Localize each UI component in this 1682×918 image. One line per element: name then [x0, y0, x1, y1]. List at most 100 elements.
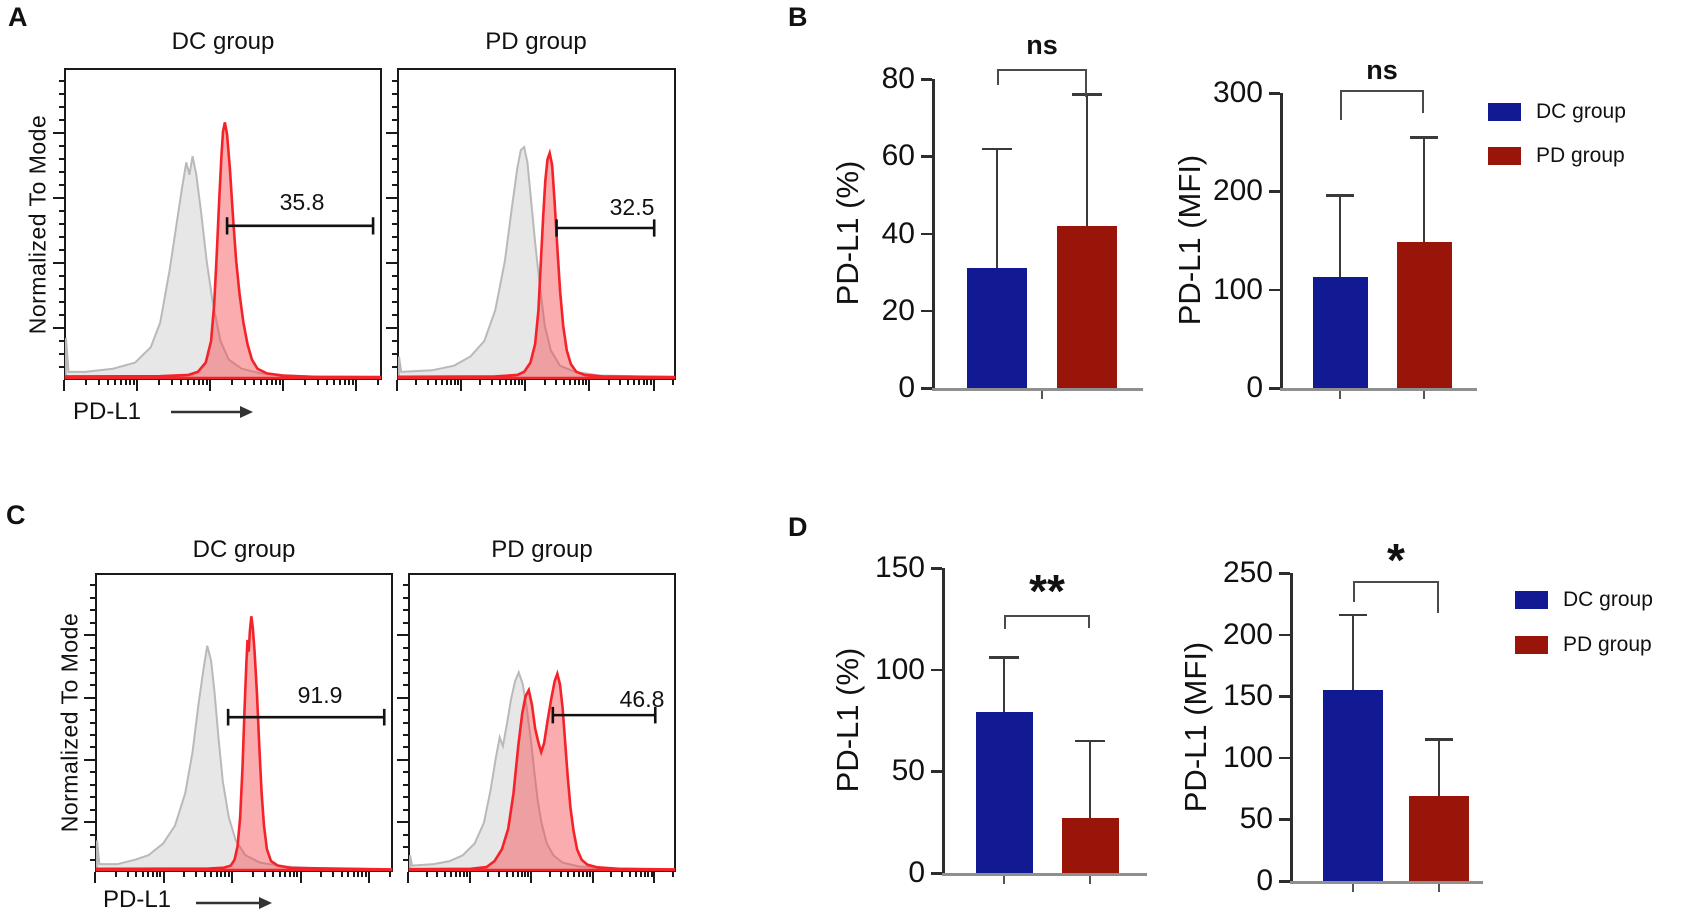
y-axis-tick-c-dc — [90, 721, 95, 724]
bar-chart-pdl1-percent-sig: 0 50 100 150 ** PD-L1 (%) — [790, 520, 1160, 918]
x-axis-tick-c-pd — [653, 872, 656, 883]
x-axis-tick-c-pd — [444, 872, 447, 877]
y-axis-tick-a-pd — [392, 353, 397, 355]
x-axis-tick-a-pd — [585, 380, 588, 385]
x-axis-tick-a-pd — [607, 380, 610, 385]
x-axis-category-tick — [1437, 884, 1441, 892]
x-axis-tick-c-dc — [224, 872, 227, 877]
x-axis-tick-c-dc — [278, 872, 281, 877]
x-axis-line — [932, 388, 1143, 391]
x-axis-tick-c-dc — [159, 872, 162, 877]
x-axis-tick-c-dc — [231, 872, 233, 883]
x-axis-label-a: PD-L1 — [73, 398, 142, 425]
significance-label: * — [1387, 534, 1405, 586]
x-axis-category-tick — [1338, 391, 1342, 399]
bar-pd-group — [1057, 225, 1117, 388]
y-axis-label-c: Normalized To Mode — [52, 573, 88, 872]
x-axis-tick-c-dc — [147, 872, 150, 877]
legend-label-pd-group: PD group — [1536, 144, 1625, 167]
bar-pd-group — [1409, 795, 1469, 881]
x-axis-tick-a-pd — [450, 380, 453, 385]
gate-value-a-pd: 32.5 — [609, 194, 655, 220]
legend-item-dc-group: DC group — [1488, 97, 1626, 127]
x-axis-tick-c-dc — [352, 872, 355, 877]
sig-bracket-leg-left — [1353, 581, 1355, 602]
x-axis-tick-a-pd — [426, 380, 429, 385]
y-tick-label: 250 — [1222, 556, 1273, 589]
y-axis-tick-c-dc — [90, 684, 95, 687]
x-axis-tick-a-dc — [339, 380, 342, 385]
x-axis-category-tick — [1422, 391, 1426, 399]
x-axis-tick-a-dc — [119, 380, 122, 385]
sig-bracket-h — [1340, 90, 1424, 92]
x-axis-tick-a-dc — [304, 380, 307, 385]
x-axis-tick-c-pd — [450, 872, 453, 877]
x-axis-tick-a-pd — [649, 380, 652, 385]
x-axis-tick-a-dc — [197, 380, 200, 385]
y-axis-label-a: Normalized To Mode — [20, 68, 56, 380]
y-axis-tick-a-pd — [392, 119, 397, 121]
x-axis-tick-a-dc — [253, 380, 256, 385]
x-axis-tick-c-dc — [155, 872, 158, 877]
error-bar-cap-dc-group — [989, 656, 1019, 659]
y-axis-tick-c-pd — [397, 758, 408, 761]
y-axis-tick-c-pd — [403, 609, 408, 612]
sig-bracket-h — [1353, 581, 1439, 583]
y-axis-tick-c-dc — [90, 596, 95, 599]
y-axis-tick-a-dc — [59, 275, 64, 277]
panel-label-c: C — [6, 500, 26, 530]
x-axis-tick-c-pd — [634, 872, 637, 877]
x-axis-tick-c-pd — [407, 872, 409, 883]
y-tick — [1269, 288, 1280, 292]
y-axis-tick-a-pd — [392, 106, 397, 108]
x-axis-tick-a-pd — [504, 380, 507, 385]
y-axis-tick-c-dc — [90, 796, 95, 799]
plot-title-a-dc: DC group — [171, 28, 275, 55]
x-axis-tick-c-pd — [610, 872, 613, 877]
y-axis-tick-a-dc — [59, 288, 64, 290]
y-axis-tick-a-pd — [392, 158, 397, 160]
x-axis-tick-a-dc — [202, 380, 205, 385]
x-axis-tick-a-pd — [569, 380, 572, 385]
y-axis-tick-c-pd — [403, 796, 408, 799]
sig-bracket-leg-left — [1004, 615, 1006, 629]
x-axis-tick-a-dc — [352, 380, 355, 385]
y-tick-label: 100 — [1212, 272, 1263, 306]
x-axis-tick-a-dc — [326, 380, 329, 385]
x-axis-tick-a-pd — [619, 380, 621, 385]
y-axis-tick-a-dc — [53, 327, 64, 329]
x-axis-category-tick — [1088, 876, 1092, 884]
x-axis-tick-a-pd — [445, 380, 448, 385]
y-tick-label: 300 — [1212, 76, 1263, 109]
y-axis-tick-c-dc — [90, 833, 95, 836]
legend-label-dc-group: DC group — [1536, 100, 1626, 123]
x-axis-tick-a-dc — [192, 380, 195, 385]
y-axis-tick-a-dc — [59, 145, 64, 147]
bar-chart-pdl1-mfi-ns: 0 100 200 300 ns PD-L1 (MFI) — [1150, 28, 1530, 448]
pdl1-histogram-curve — [410, 674, 674, 870]
y-axis-tick-c-dc — [90, 621, 95, 624]
x-axis-tick-a-dc — [124, 380, 127, 385]
y-axis-label-c-text: Normalized To Mode — [56, 612, 83, 833]
y-axis-tick-c-pd — [403, 584, 408, 587]
y-tick — [921, 232, 932, 235]
x-axis-tick-c-pd — [527, 872, 530, 877]
x-axis-tick-c-pd — [468, 872, 471, 883]
y-axis-tick-a-pd — [392, 223, 397, 225]
x-axis-tick-c-dc — [364, 872, 367, 877]
y-axis-tick-a-dc — [59, 340, 64, 342]
y-axis-tick-c-pd — [403, 808, 408, 811]
x-axis-tick-a-pd — [582, 380, 585, 385]
sig-bracket-h — [1004, 615, 1090, 617]
y-axis-tick-a-dc — [53, 132, 64, 134]
x-axis-tick-c-pd — [459, 872, 462, 877]
bar-dc-group — [1323, 690, 1383, 881]
y-axis-tick-a-pd — [392, 275, 397, 277]
y-axis-tick-c-dc — [90, 858, 95, 861]
y-tick — [921, 387, 932, 390]
x-axis-tick-c-pd — [621, 872, 624, 877]
x-axis-tick-c-pd — [643, 872, 646, 877]
error-bar-line-pd-group — [1085, 94, 1089, 226]
y-axis-tick-a-dc — [59, 80, 64, 82]
x-axis-tick-a-dc — [244, 380, 247, 385]
